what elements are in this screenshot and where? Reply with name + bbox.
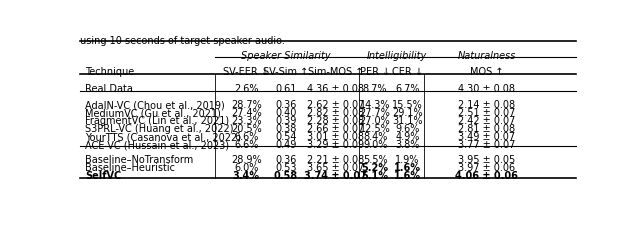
Text: 0.36: 0.36 [275,154,296,164]
Text: 5.1%: 5.1% [362,170,388,180]
Text: 1.6%: 1.6% [394,170,421,180]
Text: 2.81 ± 0.08: 2.81 ± 0.08 [458,124,515,134]
Text: 20.5%: 20.5% [231,124,262,134]
Text: Real Data: Real Data [85,84,133,94]
Text: FragmentVC (Lin et al., 2021): FragmentVC (Lin et al., 2021) [85,116,229,125]
Text: AdaIN-VC (Chou et al., 2019): AdaIN-VC (Chou et al., 2019) [85,100,225,110]
Text: 4.36 ± 0.08: 4.36 ± 0.08 [307,84,364,94]
Text: 3.4%: 3.4% [233,170,260,180]
Text: 28.7%: 28.7% [231,100,262,110]
Text: S3PRL-VC (Huang et al., 2022): S3PRL-VC (Huang et al., 2022) [85,124,234,134]
Text: ACE-VC (Hussain et al., 2023): ACE-VC (Hussain et al., 2023) [85,139,229,149]
Text: 6.6%: 6.6% [234,131,259,142]
Text: 27.4%: 27.4% [231,108,262,118]
Text: 3.01 ± 0.08: 3.01 ± 0.08 [307,131,364,142]
Text: 8.4%: 8.4% [363,131,387,142]
Text: 0.53: 0.53 [275,162,296,172]
Text: 6.7%: 6.7% [395,84,420,94]
Text: 4.9%: 4.9% [395,131,420,142]
Text: 0.39: 0.39 [275,116,296,125]
Text: 2.28 ± 0.08: 2.28 ± 0.08 [307,116,364,125]
Text: 0.40: 0.40 [275,108,296,118]
Text: 23.3%: 23.3% [231,116,262,125]
Text: 2.51 ± 0.07: 2.51 ± 0.07 [458,108,515,118]
Text: 9.6%: 9.6% [395,124,420,134]
Text: 2.14 ± 0.08: 2.14 ± 0.08 [458,100,515,110]
Text: 2.82 ± 0.08: 2.82 ± 0.08 [307,108,364,118]
Text: 0.54: 0.54 [275,131,296,142]
Text: 29.1%: 29.1% [392,108,422,118]
Text: 31.1%: 31.1% [392,116,422,125]
Text: 2.42 ± 0.07: 2.42 ± 0.07 [458,116,515,125]
Text: SV-Sim ↑: SV-Sim ↑ [263,66,308,76]
Text: 0.61: 0.61 [275,84,296,94]
Text: 0.38: 0.38 [275,124,296,134]
Text: 9.0%: 9.0% [363,139,387,149]
Text: Intelligibility: Intelligibility [366,50,427,60]
Text: YourTTS (Casanova et al., 2022): YourTTS (Casanova et al., 2022) [85,131,241,142]
Text: 0.36: 0.36 [275,100,296,110]
Text: 12.5%: 12.5% [360,124,390,134]
Text: 2.66 ± 0.07: 2.66 ± 0.07 [307,124,364,134]
Text: 1.9%: 1.9% [395,154,420,164]
Text: 28.9%: 28.9% [231,154,262,164]
Text: 3.65 ± 0.07: 3.65 ± 0.07 [307,162,364,172]
Text: 27.0%: 27.0% [360,116,390,125]
Text: 14.3%: 14.3% [360,100,390,110]
Text: Naturalness: Naturalness [458,50,516,60]
Text: 27.7%: 27.7% [360,108,390,118]
Text: 15.5%: 15.5% [392,100,423,110]
Text: 6.0%: 6.0% [234,162,259,172]
Text: 0.49: 0.49 [275,139,296,149]
Text: 1.6%: 1.6% [394,162,421,172]
Text: 5.2%: 5.2% [362,162,388,172]
Text: 3.8%: 3.8% [395,139,420,149]
Text: 5.5%: 5.5% [363,154,387,164]
Text: Sim-MOS ↑: Sim-MOS ↑ [308,66,363,76]
Text: SelfVC: SelfVC [85,170,121,180]
Text: CER ↓: CER ↓ [392,66,423,76]
Text: 2.21 ± 0.08: 2.21 ± 0.08 [307,154,364,164]
Text: 3.77 ± 0.07: 3.77 ± 0.07 [458,139,515,149]
Text: 3.29 ± 0.09: 3.29 ± 0.09 [307,139,364,149]
Text: 6.6%: 6.6% [234,139,259,149]
Text: MOS ↑: MOS ↑ [470,66,504,76]
Text: 4.30 ± 0.08: 4.30 ± 0.08 [458,84,515,94]
Text: 3.74 ± 0.07: 3.74 ± 0.07 [304,170,367,180]
Text: Baseline–NoTransform: Baseline–NoTransform [85,154,193,164]
Text: 3.97 ± 0.06: 3.97 ± 0.06 [458,162,515,172]
Text: Speaker Similarity: Speaker Similarity [241,50,331,60]
Text: 3.95 ± 0.05: 3.95 ± 0.05 [458,154,515,164]
Text: SV-EER ↓: SV-EER ↓ [223,66,269,76]
Text: MediumVC (Gu et al., 2021): MediumVC (Gu et al., 2021) [85,108,221,118]
Text: Technique: Technique [85,66,134,76]
Text: 2.62 ± 0.07: 2.62 ± 0.07 [307,100,364,110]
Text: Baseline–Heuristic: Baseline–Heuristic [85,162,175,172]
Text: 3.49 ± 0.07: 3.49 ± 0.07 [458,131,515,142]
Text: 4.06 ± 0.06: 4.06 ± 0.06 [455,170,518,180]
Text: PER ↓: PER ↓ [360,66,390,76]
Text: 0.58: 0.58 [274,170,298,180]
Text: 8.7%: 8.7% [363,84,387,94]
Text: 2.6%: 2.6% [234,84,259,94]
Text: using 10 seconds of target speaker audio.: using 10 seconds of target speaker audio… [80,35,285,45]
